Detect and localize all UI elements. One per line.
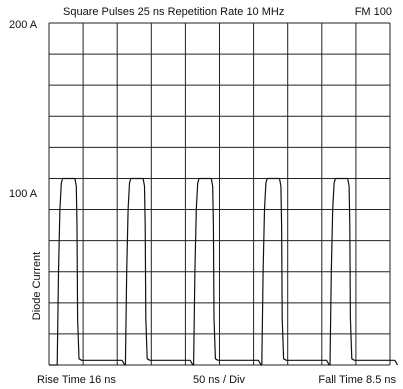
x-scale-label: 50 ns / Div — [193, 374, 245, 386]
grid — [48, 22, 391, 366]
series-trace — [49, 177, 399, 366]
model-label: FM 100 — [354, 6, 392, 18]
trace-group — [49, 177, 399, 366]
y-tick-label-100: 100 A — [9, 188, 38, 200]
y-tick-label-200: 200 A — [9, 19, 38, 31]
fall-time-label: Fall Time 8.5 ns — [318, 374, 396, 386]
chart-title: Square Pulses 25 ns Repetition Rate 10 M… — [63, 6, 285, 18]
rise-time-label: Rise Time 16 ns — [37, 374, 116, 386]
